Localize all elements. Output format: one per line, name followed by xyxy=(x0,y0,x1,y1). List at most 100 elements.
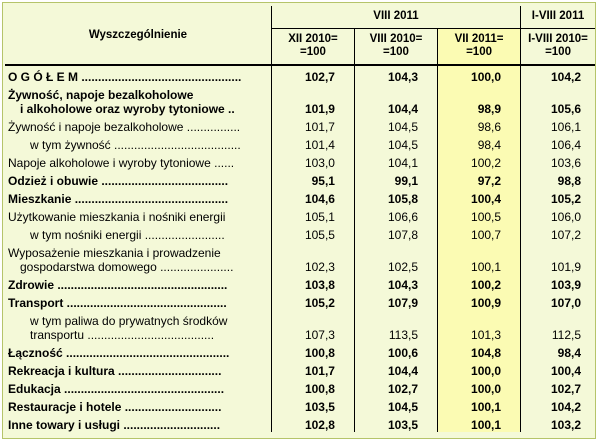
value-cell: 101,9 xyxy=(271,84,355,116)
value-cell: 101,4 xyxy=(271,134,355,152)
value-cell: 104,2 xyxy=(550,400,581,414)
value-cell: 106,4 xyxy=(550,138,581,152)
value-cell: 103,0 xyxy=(271,152,355,170)
value-cell: 113,5 xyxy=(354,310,439,342)
table-row: Restauracje i hotele ...................… xyxy=(5,396,595,414)
table-row: Żywność i napoje bezalkoholowe .........… xyxy=(5,116,595,134)
value-cell: 103,8 xyxy=(271,274,355,292)
value-cell: 105,2 xyxy=(271,292,355,310)
value-cell: 101,7 xyxy=(271,116,355,134)
value-cell: 104,5 xyxy=(354,116,439,134)
table-row: w tym paliwa do prywatnych środków transp… xyxy=(5,310,595,342)
value-cell: 100,0 xyxy=(437,360,522,378)
table-row: O G Ó Ł E M ............................… xyxy=(5,65,595,84)
value-cell: 104,4 xyxy=(354,84,439,116)
value-cell: 107,9 xyxy=(354,292,439,310)
table-row: Rekreacja i kultura ....................… xyxy=(5,360,595,378)
table-row: Inne towary i usługi ...................… xyxy=(5,414,595,432)
table-row: Wyposażenie mieszkania i prowadzenie gosp… xyxy=(5,242,595,274)
table-row: Zdrowie ................................… xyxy=(5,274,595,292)
row-label: Mieszkanie .............................… xyxy=(5,188,272,206)
column-group-viii-2011: VIII 2011 xyxy=(271,6,522,29)
row-label: Żywność i napoje bezalkoholowe .........… xyxy=(5,116,272,134)
value-cell: 100,2 xyxy=(437,152,522,170)
value-cell: 102,7 xyxy=(550,382,581,396)
value-cell: 100,8 xyxy=(271,342,355,360)
value-cell: 102,7 xyxy=(271,65,355,84)
value-cell: 102,5 xyxy=(354,242,439,274)
value-cell: 98,6 xyxy=(437,116,522,134)
table-row: Edukacja ...............................… xyxy=(5,378,595,396)
row-label: Żywność, napoje bezalkoholowe i alkoholow… xyxy=(5,84,272,116)
row-label: w tym nośniki energii ..................… xyxy=(5,224,272,242)
row-label: Rekreacja i kultura ....................… xyxy=(5,360,272,378)
value-cell: 100,0 xyxy=(437,65,522,84)
value-cell: 107,2 xyxy=(550,228,581,242)
table-row: Odzież i obuwie ........................… xyxy=(5,170,595,188)
value-cell: 100,1 xyxy=(437,414,522,432)
table-row: Mieszkanie .............................… xyxy=(5,188,595,206)
price-index-table: Wyszczególnienie VIII 2011 I-VIII 2011 X… xyxy=(5,6,595,432)
value-cell: 103,9 xyxy=(550,278,581,292)
value-cell: 100,5 xyxy=(437,206,522,224)
row-label: Użytkowanie mieszkania i nośniki energii xyxy=(5,206,272,224)
table-row: Transport ..............................… xyxy=(5,292,595,310)
value-cell: 104,6 xyxy=(271,188,355,206)
row-label: w tym żywność ..........................… xyxy=(5,134,272,152)
value-cell: 102,3 xyxy=(271,242,355,274)
value-cell: 104,5 xyxy=(354,396,439,414)
value-cell: 100,4 xyxy=(437,188,522,206)
row-label: w tym paliwa do prywatnych środków transp… xyxy=(5,310,272,342)
value-cell: 101,3 xyxy=(437,310,522,342)
value-cell: 105,2 xyxy=(550,192,581,206)
value-cell: 103,2 xyxy=(550,418,581,432)
row-label: Restauracje i hotele ...................… xyxy=(5,396,272,414)
value-cell: 100,1 xyxy=(437,396,522,414)
value-cell: 100,7 xyxy=(437,224,522,242)
value-cell: 102,7 xyxy=(354,378,439,396)
table-row: w tym nośniki energii ..................… xyxy=(5,224,595,242)
value-cell: 104,1 xyxy=(354,152,439,170)
value-cell: 112,5 xyxy=(551,328,581,342)
value-cell: 98,9 xyxy=(437,84,522,116)
value-cell: 105,6 xyxy=(550,102,581,116)
value-cell: 98,4 xyxy=(437,134,522,152)
value-cell: 105,1 xyxy=(271,206,355,224)
value-cell: 107,0 xyxy=(550,296,581,310)
value-cell: 100,1 xyxy=(437,242,522,274)
value-cell: 107,3 xyxy=(271,310,355,342)
row-label: Transport ..............................… xyxy=(5,292,272,310)
column-header-vii-2011: VII 2011= =100 xyxy=(437,28,522,66)
column-header-i-viii-2010: I-VIII 2010= =100 xyxy=(520,28,595,66)
row-label: Edukacja ...............................… xyxy=(5,378,272,396)
value-cell: 100,0 xyxy=(437,378,522,396)
value-cell: 104,4 xyxy=(354,360,439,378)
value-cell: 101,7 xyxy=(271,360,355,378)
value-cell: 104,8 xyxy=(437,342,522,360)
value-cell: 97,2 xyxy=(437,170,522,188)
column-header-xii-2010: XII 2010= =100 xyxy=(271,28,355,66)
row-label: Wyposażenie mieszkania i prowadzenie gosp… xyxy=(5,242,272,274)
value-cell: 103,6 xyxy=(550,156,581,170)
row-label: Napoje alkoholowe i wyroby tytoniowe ...… xyxy=(5,152,272,170)
row-label: Łączność ...............................… xyxy=(5,342,272,360)
column-header-viii-2010: VIII 2010= =100 xyxy=(354,28,439,66)
column-group-i-viii-2011: I-VIII 2011 xyxy=(520,6,595,29)
value-cell: 100,9 xyxy=(437,292,522,310)
value-cell: 103,5 xyxy=(271,396,355,414)
value-cell: 103,5 xyxy=(354,414,439,432)
value-cell: 104,2 xyxy=(550,70,581,84)
column-header-name: Wyszczególnienie xyxy=(5,6,272,66)
value-cell: 106,6 xyxy=(354,206,439,224)
table-row: Napoje alkoholowe i wyroby tytoniowe ...… xyxy=(5,152,595,170)
value-cell: 101,9 xyxy=(550,260,581,274)
value-cell: 95,1 xyxy=(271,170,355,188)
table-row: Żywność, napoje bezalkoholowe i alkoholow… xyxy=(5,84,595,116)
row-label: Inne towary i usługi ...................… xyxy=(5,414,272,432)
value-cell: 106,1 xyxy=(550,120,581,134)
value-cell: 104,3 xyxy=(354,274,439,292)
table-body: O G Ó Ł E M ............................… xyxy=(5,65,595,432)
value-cell: 105,5 xyxy=(271,224,355,242)
table-row: w tym żywność ..........................… xyxy=(5,134,595,152)
value-cell: 104,3 xyxy=(354,65,439,84)
